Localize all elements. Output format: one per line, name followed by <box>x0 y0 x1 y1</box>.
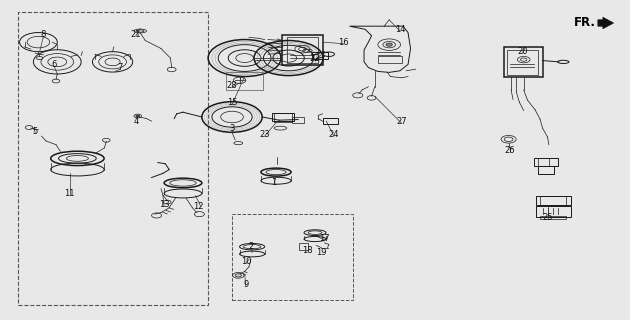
Text: 11: 11 <box>65 189 75 198</box>
Bar <box>312 52 328 59</box>
Text: 20: 20 <box>517 47 528 56</box>
Text: 4: 4 <box>133 117 139 126</box>
Bar <box>232 214 353 300</box>
Text: 2: 2 <box>248 242 253 251</box>
Text: 8: 8 <box>41 30 46 39</box>
Text: 28: 28 <box>227 81 238 90</box>
Text: 7: 7 <box>117 63 123 72</box>
Text: 6: 6 <box>52 60 57 69</box>
Text: 15: 15 <box>227 98 238 107</box>
Text: 3: 3 <box>229 124 235 132</box>
Text: 14: 14 <box>394 25 405 34</box>
Circle shape <box>136 115 140 117</box>
Circle shape <box>235 274 241 277</box>
Bar <box>538 166 554 174</box>
Bar <box>378 56 402 63</box>
Text: 18: 18 <box>302 246 312 255</box>
Text: 1: 1 <box>272 178 277 187</box>
Text: 5: 5 <box>33 127 38 136</box>
Text: 9: 9 <box>243 280 248 289</box>
Bar <box>274 113 292 123</box>
Text: 13: 13 <box>159 200 169 209</box>
Text: 24: 24 <box>329 130 339 139</box>
Bar <box>282 35 323 65</box>
Bar <box>540 216 566 219</box>
Bar <box>292 117 304 123</box>
Bar <box>272 113 294 121</box>
Circle shape <box>386 43 392 46</box>
Text: 10: 10 <box>241 258 251 267</box>
Polygon shape <box>598 17 614 29</box>
Text: 21: 21 <box>130 30 141 39</box>
Text: 23: 23 <box>260 130 270 139</box>
Bar <box>18 12 208 305</box>
Bar <box>287 37 318 63</box>
Text: 17: 17 <box>319 234 329 243</box>
Text: 12: 12 <box>193 202 204 211</box>
Bar <box>507 50 537 75</box>
Text: 19: 19 <box>316 248 326 257</box>
Bar <box>540 196 566 205</box>
Text: 26: 26 <box>505 146 515 155</box>
Bar <box>299 244 308 250</box>
Text: 25: 25 <box>542 213 553 222</box>
Bar <box>536 205 571 217</box>
Bar <box>323 118 338 124</box>
Text: 16: 16 <box>338 38 348 47</box>
Text: 22: 22 <box>310 53 320 62</box>
Bar <box>534 158 558 166</box>
Text: 27: 27 <box>396 117 407 126</box>
Bar <box>536 196 571 205</box>
Bar <box>226 72 263 90</box>
Bar <box>503 47 542 76</box>
Text: FR.: FR. <box>575 17 597 29</box>
